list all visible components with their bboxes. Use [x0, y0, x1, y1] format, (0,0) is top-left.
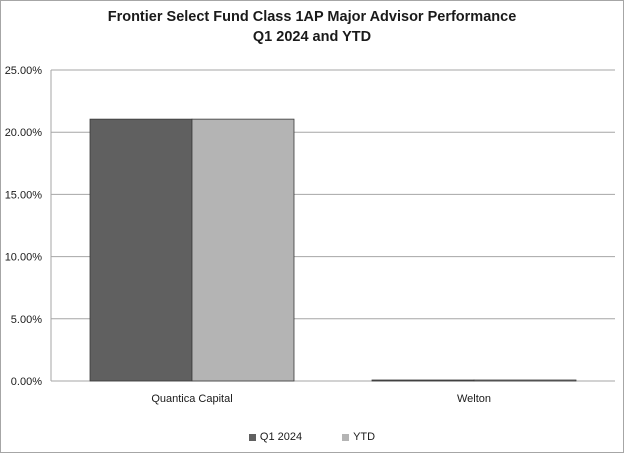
legend: Q1 2024 YTD: [1, 431, 623, 443]
y-tick-label: 5.00%: [11, 314, 42, 326]
bar-q1-2024-welton: [371, 379, 475, 382]
legend-item-ytd: YTD: [342, 431, 375, 443]
y-tick-label: 10.00%: [5, 252, 43, 264]
y-tick-label: 25.00%: [5, 65, 43, 77]
legend-swatch-ytd: [342, 433, 350, 441]
bar-ytd-welton: [473, 379, 577, 382]
chart-title-line1: Frontier Select Fund Class 1AP Major Adv…: [107, 9, 517, 25]
legend-item-q1: Q1 2024: [248, 431, 303, 443]
y-tick-label: 15.00%: [5, 189, 43, 201]
y-tick-label: 20.00%: [5, 127, 43, 139]
legend-label-q1: Q1 2024: [259, 431, 303, 443]
chart-title: Frontier Select Fund Class 1AP Major Adv…: [1, 7, 623, 47]
bar-q1-2024-quantica-capital: [89, 118, 193, 382]
chart-title-line2: Q1 2024 and YTD: [252, 29, 372, 45]
legend-swatch-q1: [248, 433, 256, 441]
legend-label-ytd: YTD: [353, 431, 376, 443]
x-tick-label: Welton: [457, 393, 491, 405]
y-tick-label: 0.00%: [11, 376, 42, 388]
bar-ytd-quantica-capital: [191, 118, 295, 382]
x-tick-label: Quantica Capital: [151, 393, 232, 405]
